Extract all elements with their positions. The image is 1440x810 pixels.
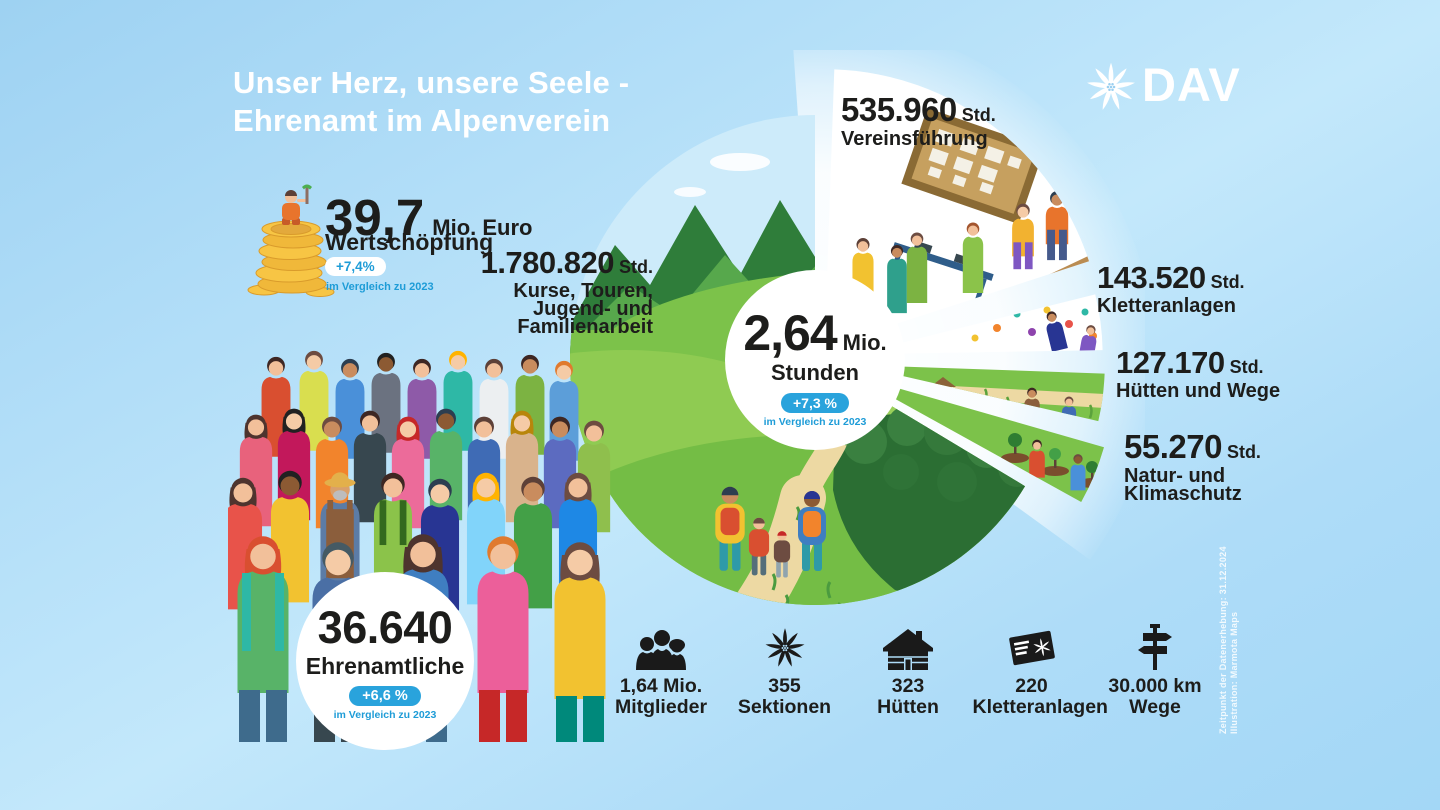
ehrenamtliche-circle: 36.640 Ehrenamtliche +6,6 % im Vergleich… [296, 572, 474, 750]
miner-figure [282, 184, 312, 225]
page-title: Unser Herz, unsere Seele - Ehrenamt im A… [233, 64, 629, 140]
total-hours-label: Stunden [771, 360, 859, 385]
ehrenamtliche-label: Ehrenamtliche [305, 653, 465, 679]
coin-stack-icon [247, 184, 335, 297]
fineprint-line1: Zeitpunkt der Datenerhebung: 31.12.2024 [1218, 546, 1228, 734]
stat-huetten: 323 Hütten [849, 620, 967, 718]
pie-wedge-natur-klimaschutz [852, 375, 1104, 502]
segment-label-kurse: 1.780.820 Std. Kurse, Touren, Jugend- und… [480, 245, 653, 338]
wertschoepfung-label: Wertschöpfung [325, 229, 494, 255]
climbing-sign-icon [973, 620, 1091, 670]
total-hours-badge: +7,3 % [781, 393, 849, 413]
segment-label-vereinsfuehrung: 535.960 Std. Vereinsführung [841, 91, 996, 150]
hiker-figure [715, 486, 745, 571]
ehrenamtliche-value: 36.640 [317, 602, 453, 653]
fineprint: Zeitpunkt der Datenerhebung: 31.12.2024 … [1218, 512, 1240, 734]
wertschoepfung-unit: Mio. Euro [432, 215, 533, 240]
pie-wedge-kletteranlagen [854, 294, 1103, 355]
pie-center-total: 2,64 Mio. Stunden +7,3 % im Vergleich zu … [725, 270, 905, 450]
stat-wege: 30.000 km Wege [1096, 620, 1214, 718]
ehrenamtliche-badge-note: im Vergleich zu 2023 [333, 709, 437, 721]
ehrenamtliche-badge: +6,6 % [349, 686, 421, 706]
wertschoepfung-value-row: 39,7 Mio. Euro [325, 188, 532, 247]
edelweiss-icon [726, 620, 844, 670]
page-title-line1: Unser Herz, unsere Seele - [233, 65, 630, 100]
fineprint-line2: Illustration: Marmota Maps [1229, 611, 1239, 734]
total-hours-badge-note: im Vergleich zu 2023 [763, 416, 867, 428]
hiker-figure [748, 517, 770, 576]
total-hours-value: 2,64 [743, 305, 837, 361]
wertschoepfung-badge-note: im Vergleich zu 2023 [326, 281, 434, 293]
segment-label-kletteranlagen: 143.520 Std. Kletteranlagen [1097, 260, 1245, 317]
hut-icon [849, 620, 967, 670]
stats-row: 1,64 Mio. Mitglieder [602, 620, 1214, 718]
page-title-line2: Ehrenamt im Alpenverein [233, 103, 611, 138]
stat-kletteranlagen: 220 Kletteranlagen [973, 620, 1108, 718]
hiker-figure [798, 491, 826, 571]
dav-logo-text: DAV [1142, 58, 1241, 111]
segment-label-huetten-wege: 127.170 Std. Hütten und Wege [1116, 345, 1281, 402]
members-icon [602, 620, 720, 670]
edelweiss-icon [1087, 62, 1135, 110]
total-hours-unit: Mio. [842, 330, 887, 355]
wertschoepfung-value: 39,7 [325, 189, 425, 246]
hiker-figure [773, 531, 791, 578]
signpost-icon [1096, 620, 1214, 670]
segment-label-natur-klimaschutz: 55.270 Std. Natur- und Klimaschutz [1124, 428, 1261, 505]
wertschoepfung-badge: +7,4% [325, 257, 386, 276]
stat-mitglieder: 1,64 Mio. Mitglieder [602, 620, 720, 718]
stat-sektionen: 355 Sektionen [726, 620, 844, 718]
